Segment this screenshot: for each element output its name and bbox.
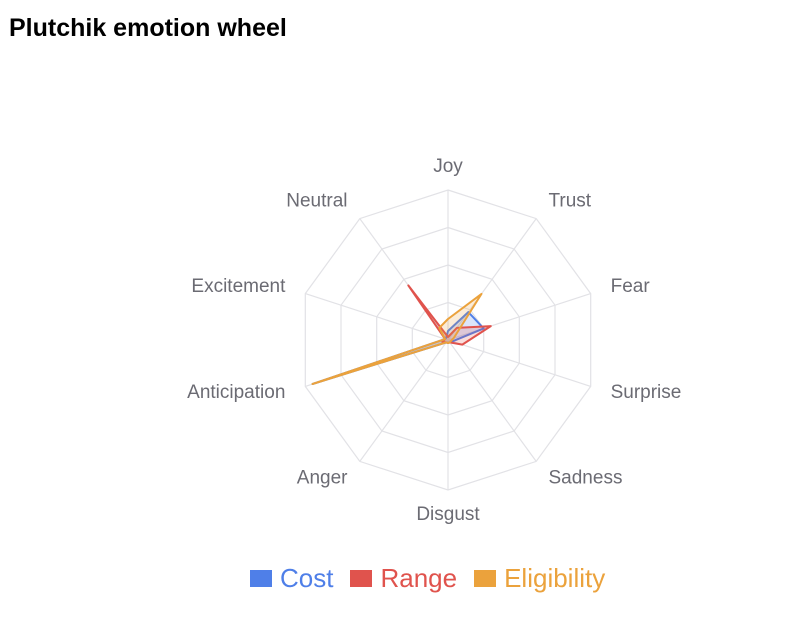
legend-item-range[interactable]: Range xyxy=(350,563,457,594)
spoke-trust xyxy=(447,218,537,341)
spoke-neutral xyxy=(359,218,449,341)
axis-label-trust: Trust xyxy=(549,191,592,212)
legend-item-cost[interactable]: Cost xyxy=(250,563,333,594)
axis-label-neutral: Neutral xyxy=(286,191,347,212)
axis-label-joy: Joy xyxy=(433,156,463,177)
radar-series xyxy=(311,284,492,385)
chart-title: Plutchik emotion wheel xyxy=(9,14,287,42)
axis-label-sadness: Sadness xyxy=(549,467,623,488)
legend-label: Eligibility xyxy=(504,563,606,593)
axis-label-disgust: Disgust xyxy=(416,504,480,525)
spoke-excitement xyxy=(305,293,449,341)
spoke-anger xyxy=(359,339,449,462)
axis-labels: Joy Trust Fear Surprise Sadness Disgust Anger A… xyxy=(187,156,681,525)
axis-label-anticipation: Anticipation xyxy=(187,382,285,403)
axis-label-surprise: Surprise xyxy=(611,382,682,403)
legend-swatch xyxy=(350,570,373,587)
legend-swatch xyxy=(250,570,272,587)
series-eligibility[interactable] xyxy=(311,292,483,385)
legend-label: Cost xyxy=(280,563,334,593)
legend-label: Range xyxy=(380,563,458,593)
spoke-surprise xyxy=(447,339,591,387)
axis-label-fear: Fear xyxy=(611,276,651,297)
axis-label-excitement: Excitement xyxy=(191,276,286,297)
axis-label-anger: Anger xyxy=(297,467,348,488)
legend-swatch xyxy=(474,570,497,587)
radar-grid xyxy=(304,189,592,491)
legend: Cost Range Eligibility xyxy=(250,563,605,594)
legend-item-eligibility[interactable]: Eligibility xyxy=(474,563,605,594)
spoke-sadness xyxy=(447,339,537,462)
